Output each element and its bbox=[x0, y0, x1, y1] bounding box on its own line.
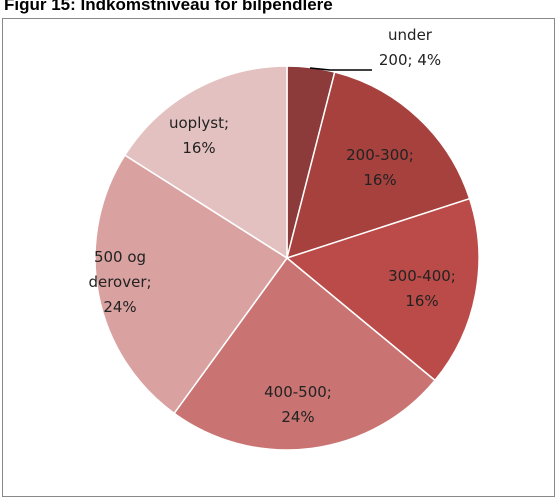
data-label: 300-400; 16% bbox=[388, 267, 456, 310]
data-label: uoplyst; 16% bbox=[169, 114, 229, 157]
chart-title: Figur 15: Indkomstniveau for bilpendlere bbox=[4, 0, 333, 14]
pie-slice bbox=[285, 197, 480, 382]
data-label: 200-300; 16% bbox=[346, 146, 414, 189]
pie-slice bbox=[123, 65, 288, 260]
data-label: 500 og derover; 24% bbox=[88, 248, 151, 316]
leader-line bbox=[309, 67, 372, 71]
pie-slice bbox=[285, 71, 471, 260]
pie-slice bbox=[94, 154, 289, 415]
data-label: 400-500; 24% bbox=[264, 383, 332, 426]
pie-slice bbox=[173, 256, 436, 451]
data-label: under 200; 4% bbox=[379, 26, 441, 69]
